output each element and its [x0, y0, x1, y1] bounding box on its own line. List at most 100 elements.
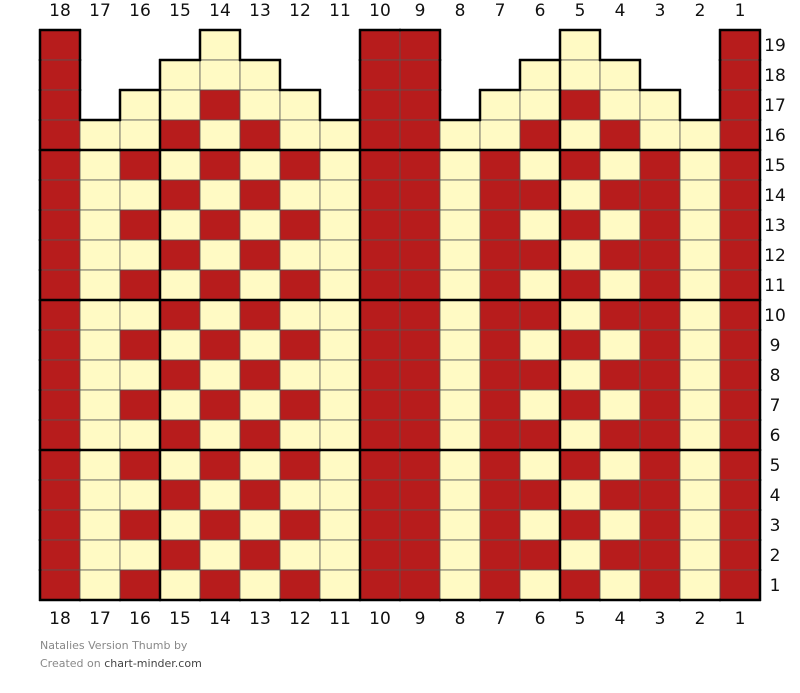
- cell: [119, 509, 161, 541]
- cell: [599, 359, 641, 391]
- cell: [439, 269, 481, 301]
- cell: [39, 269, 81, 301]
- cell: [319, 449, 361, 481]
- cell: [719, 539, 761, 571]
- cell: [559, 209, 601, 241]
- cell: [279, 389, 321, 421]
- row-label: 13: [764, 216, 786, 236]
- column-label-bottom: 2: [695, 609, 706, 629]
- cell: [159, 539, 201, 571]
- column-label-bottom: 15: [169, 609, 191, 629]
- cell: [119, 569, 161, 601]
- cell: [639, 449, 681, 481]
- cell: [599, 149, 641, 181]
- cell: [439, 419, 481, 451]
- cell: [439, 359, 481, 391]
- cell: [639, 389, 681, 421]
- cell: [479, 389, 521, 421]
- cell: [439, 449, 481, 481]
- cell: [199, 389, 241, 421]
- cell: [399, 479, 441, 511]
- cell: [559, 569, 601, 601]
- cell: [519, 269, 561, 301]
- column-label-bottom: 6: [535, 609, 546, 629]
- cell: [559, 449, 601, 481]
- cell: [719, 359, 761, 391]
- row-label: 15: [764, 156, 786, 176]
- cell: [519, 449, 561, 481]
- cell: [599, 509, 641, 541]
- cell: [559, 239, 601, 271]
- cell: [399, 89, 441, 121]
- cell: [159, 329, 201, 361]
- cell: [439, 209, 481, 241]
- cell: [599, 479, 641, 511]
- cell: [239, 359, 281, 391]
- cell: [119, 89, 161, 121]
- cell: [679, 149, 721, 181]
- row-label: 4: [770, 486, 781, 506]
- cell: [159, 419, 201, 451]
- cell: [559, 269, 601, 301]
- column-label-bottom: 5: [575, 609, 586, 629]
- cell: [159, 179, 201, 211]
- cell: [359, 479, 401, 511]
- cell: [79, 449, 121, 481]
- cell: [639, 179, 681, 211]
- cell: [159, 269, 201, 301]
- cell: [199, 59, 241, 91]
- cell: [319, 209, 361, 241]
- cell: [479, 509, 521, 541]
- row-label: 9: [770, 336, 781, 356]
- cell: [359, 149, 401, 181]
- cell: [159, 359, 201, 391]
- cell: [39, 149, 81, 181]
- cell: [279, 119, 321, 151]
- cell: [319, 179, 361, 211]
- cell: [679, 239, 721, 271]
- cell: [239, 89, 281, 121]
- cell: [719, 299, 761, 331]
- footer-line-2: Created on chart-minder.com: [40, 657, 202, 670]
- cell: [239, 59, 281, 91]
- cell: [399, 29, 441, 61]
- column-label-top: 10: [369, 1, 391, 21]
- cell: [279, 89, 321, 121]
- cell: [359, 119, 401, 151]
- column-label-bottom: 14: [209, 609, 231, 629]
- cell: [79, 179, 121, 211]
- cell: [159, 449, 201, 481]
- cell: [639, 419, 681, 451]
- cell: [199, 179, 241, 211]
- cell: [519, 299, 561, 331]
- row-label: 3: [770, 516, 781, 536]
- cell: [719, 239, 761, 271]
- cell: [519, 569, 561, 601]
- cell: [479, 299, 521, 331]
- column-label-top: 4: [615, 1, 626, 21]
- site-link[interactable]: chart-minder.com: [104, 657, 202, 670]
- cell: [239, 329, 281, 361]
- cell: [439, 299, 481, 331]
- cell: [559, 479, 601, 511]
- cell: [119, 209, 161, 241]
- cell: [159, 299, 201, 331]
- cell: [119, 539, 161, 571]
- cell: [119, 479, 161, 511]
- cell: [479, 329, 521, 361]
- cell: [479, 539, 521, 571]
- cell: [119, 179, 161, 211]
- cell: [119, 389, 161, 421]
- cell: [279, 299, 321, 331]
- cell: [639, 479, 681, 511]
- cell: [639, 569, 681, 601]
- cell: [399, 449, 441, 481]
- cell: [279, 269, 321, 301]
- cell: [559, 389, 601, 421]
- cell: [439, 539, 481, 571]
- cell: [399, 419, 441, 451]
- cell: [479, 119, 521, 151]
- cell: [479, 479, 521, 511]
- row-label: 7: [770, 396, 781, 416]
- cell: [599, 569, 641, 601]
